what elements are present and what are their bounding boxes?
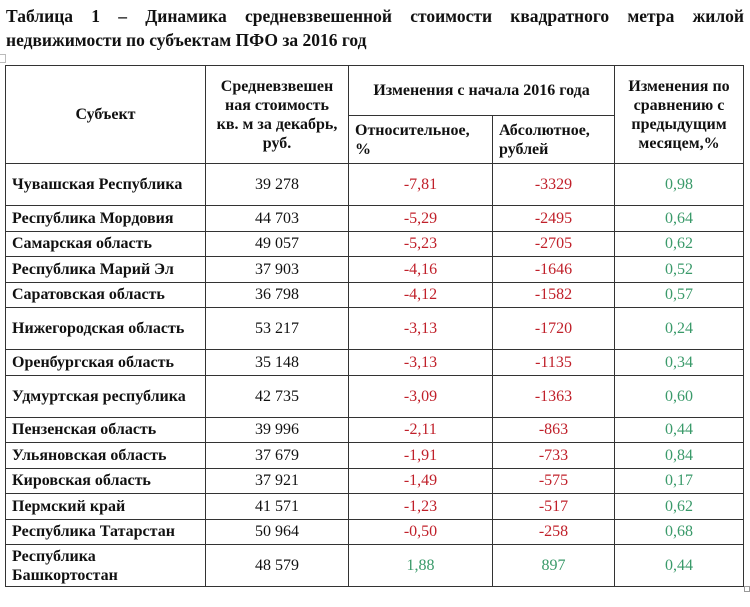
absolute-change-cell: -2495 bbox=[491, 205, 616, 232]
relative-change-cell: -4,16 bbox=[348, 256, 493, 283]
price-cell: 35 148 bbox=[205, 349, 349, 376]
table-row: Саратовская область 36 798 -4,12 -1582 0,57 bbox=[5, 281, 745, 308]
absolute-change-cell: -1135 bbox=[491, 349, 616, 376]
monthly-change-cell: 0,98 bbox=[614, 163, 745, 206]
price-cell: 37 921 bbox=[205, 467, 349, 494]
header-relative: Относительное, % bbox=[348, 115, 493, 164]
table-caption: Таблица 1 – Динамика средневзвешенной ст… bbox=[6, 4, 744, 52]
monthly-change-cell: 0,44 bbox=[614, 544, 745, 587]
relative-change-cell: -1,91 bbox=[348, 442, 493, 469]
relative-change-cell: -3,13 bbox=[348, 307, 493, 350]
subject-cell: Республика Мордовия bbox=[5, 205, 206, 232]
absolute-change-cell: -1363 bbox=[491, 374, 616, 418]
absolute-change-cell: -863 bbox=[491, 416, 616, 443]
monthly-change-cell: 0,57 bbox=[614, 281, 745, 308]
subject-cell: Удмуртская республика bbox=[5, 374, 206, 418]
monthly-change-cell: 0,44 bbox=[614, 416, 745, 443]
subject-cell: Нижегородская область bbox=[5, 307, 206, 350]
absolute-change-cell: -1646 bbox=[491, 256, 616, 283]
absolute-change-cell: -3329 bbox=[491, 163, 616, 206]
price-cell: 50 964 bbox=[205, 518, 349, 545]
table-body: Чувашская Республика 39 278 -7,81 -3329 0,98… bbox=[5, 163, 745, 587]
monthly-change-cell: 0,84 bbox=[614, 442, 745, 469]
relative-change-cell: -1,49 bbox=[348, 467, 493, 494]
absolute-change-cell: -1720 bbox=[491, 307, 616, 350]
subject-cell: Республика Марий Эл bbox=[5, 256, 206, 283]
price-cell: 49 057 bbox=[205, 230, 349, 257]
relative-change-cell: -0,50 bbox=[348, 518, 493, 545]
price-cell: 53 217 bbox=[205, 307, 349, 350]
monthly-change-cell: 0,62 bbox=[614, 230, 745, 257]
price-cell: 48 579 bbox=[205, 544, 349, 587]
relative-change-cell: -3,13 bbox=[348, 349, 493, 376]
table-move-handle-icon[interactable] bbox=[0, 54, 6, 63]
relative-change-cell: 1,88 bbox=[348, 544, 493, 587]
header-change-since-start: Изменения с начала 2016 года bbox=[347, 65, 616, 116]
header-subject: Субъект bbox=[5, 65, 206, 164]
price-cell: 37 903 bbox=[205, 256, 349, 283]
monthly-change-cell: 0,34 bbox=[614, 349, 745, 376]
monthly-change-cell: 0,52 bbox=[614, 256, 745, 283]
subject-cell: Республика Татарстан bbox=[5, 518, 206, 545]
table-row: Пермский край 41 571 -1,23 -517 0,62 bbox=[5, 493, 745, 520]
subject-cell: Саратовская область bbox=[5, 281, 206, 308]
price-cell: 39 278 bbox=[205, 163, 349, 206]
price-cell: 42 735 bbox=[205, 374, 349, 418]
table-row: Республика Марий Эл 37 903 -4,16 -1646 0,52 bbox=[5, 256, 745, 283]
subject-cell: Республика Башкортостан bbox=[5, 544, 206, 587]
absolute-change-cell: -1582 bbox=[491, 281, 616, 308]
subject-cell: Оренбургская область bbox=[5, 349, 206, 376]
caption-line-2: недвижимости по субъектам ПФО за 2016 го… bbox=[6, 30, 367, 50]
absolute-change-cell: -2705 bbox=[491, 230, 616, 257]
price-cell: 41 571 bbox=[205, 493, 349, 520]
table-row: Республика Мордовия 44 703 -5,29 -2495 0,64 bbox=[5, 205, 745, 232]
table-row: Удмуртская республика 42 735 -3,09 -1363 0,6… bbox=[5, 374, 745, 418]
subject-cell: Чувашская Республика bbox=[5, 163, 206, 206]
header-price: Средневзвешен ная стоимость кв. м за дек… bbox=[205, 65, 349, 164]
subject-cell: Пензенская область bbox=[5, 416, 206, 443]
header-monthly-change: Изменения по сравнению с предыдущим меся… bbox=[614, 65, 745, 164]
monthly-change-cell: 0,60 bbox=[614, 374, 745, 418]
monthly-change-cell: 0,64 bbox=[614, 205, 745, 232]
table-row: Ульяновская область 37 679 -1,91 -733 0,84 bbox=[5, 442, 745, 469]
relative-change-cell: -4,12 bbox=[348, 281, 493, 308]
relative-change-cell: -7,81 bbox=[348, 163, 493, 206]
absolute-change-cell: -733 bbox=[491, 442, 616, 469]
relative-change-cell: -5,29 bbox=[348, 205, 493, 232]
subject-cell: Пермский край bbox=[5, 493, 206, 520]
relative-change-cell: -3,09 bbox=[348, 374, 493, 418]
table-resize-handle-icon[interactable] bbox=[744, 586, 750, 592]
table-row: Самарская область 49 057 -5,23 -2705 0,62 bbox=[5, 230, 745, 257]
table-row: Пензенская область 39 996 -2,11 -863 0,44 bbox=[5, 416, 745, 443]
subject-cell: Самарская область bbox=[5, 230, 206, 257]
table-row: Кировская область 37 921 -1,49 -575 0,17 bbox=[5, 467, 745, 494]
header-absolute: Абсолютное, рублей bbox=[491, 115, 616, 164]
monthly-change-cell: 0,17 bbox=[614, 467, 745, 494]
table-row: Республика Башкортостан 48 579 1,88 897 0,44 bbox=[5, 544, 745, 587]
absolute-change-cell: -575 bbox=[491, 467, 616, 494]
table-row: Чувашская Республика 39 278 -7,81 -3329 0,98 bbox=[5, 163, 745, 206]
price-cell: 44 703 bbox=[205, 205, 349, 232]
price-cell: 39 996 bbox=[205, 416, 349, 443]
table-row: Нижегородская область 53 217 -3,13 -1720 0,2… bbox=[5, 307, 745, 350]
monthly-change-cell: 0,24 bbox=[614, 307, 745, 350]
absolute-change-cell: 897 bbox=[491, 544, 616, 587]
subject-cell: Ульяновская область bbox=[5, 442, 206, 469]
monthly-change-cell: 0,62 bbox=[614, 493, 745, 520]
relative-change-cell: -2,11 bbox=[348, 416, 493, 443]
table-row: Республика Татарстан 50 964 -0,50 -258 0,68 bbox=[5, 518, 745, 545]
subject-cell: Кировская область bbox=[5, 467, 206, 494]
price-cell: 37 679 bbox=[205, 442, 349, 469]
caption-line-1: Таблица 1 – Динамика средневзвешенной ст… bbox=[6, 6, 744, 26]
relative-change-cell: -5,23 bbox=[348, 230, 493, 257]
table-row: Оренбургская область 35 148 -3,13 -1135 0,34 bbox=[5, 349, 745, 376]
absolute-change-cell: -517 bbox=[491, 493, 616, 520]
monthly-change-cell: 0,68 bbox=[614, 518, 745, 545]
absolute-change-cell: -258 bbox=[491, 518, 616, 545]
relative-change-cell: -1,23 bbox=[348, 493, 493, 520]
price-cell: 36 798 bbox=[205, 281, 349, 308]
price-dynamics-table: Субъект Средневзвешен ная стоимость кв. … bbox=[5, 65, 745, 587]
